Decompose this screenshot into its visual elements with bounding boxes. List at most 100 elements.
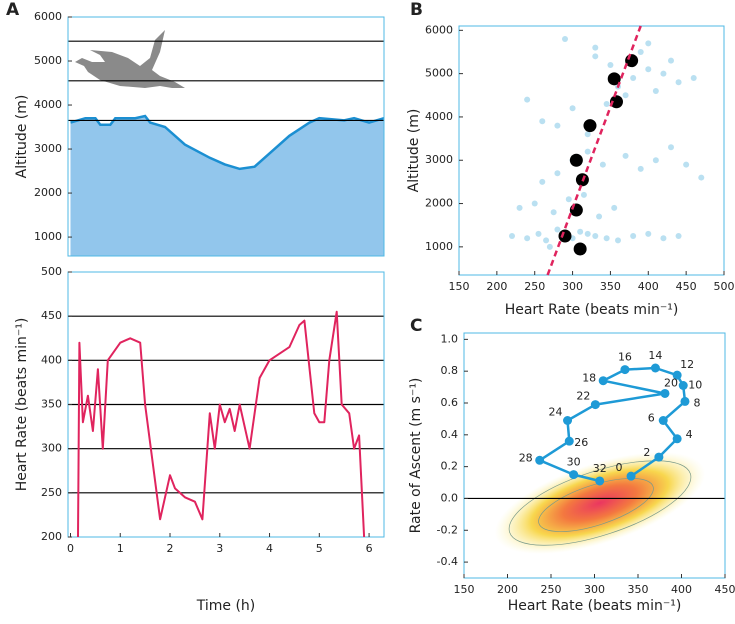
cloud-point [535,230,542,237]
cloud-point [577,228,584,235]
cloud-point [645,230,652,237]
y-tick-label: 0.6 [441,396,459,409]
cloud-point [652,87,659,94]
mean-point [558,229,572,243]
y-tick-label: 1000 [34,230,62,243]
x-tick-label: 5 [316,542,323,555]
y-tick-label: 0.4 [441,428,459,441]
x-axis-label: Time (h) [196,598,256,614]
x-tick-label: 200 [486,280,507,293]
x-tick-label: 300 [562,280,583,293]
cloud-point [622,92,629,99]
point-label: 0 [616,461,623,474]
point-label: 26 [574,436,588,449]
cloud-point [675,233,682,240]
cloud-point [550,209,557,216]
x-tick-label: 400 [671,583,692,596]
y-tick-label: 2000 [425,197,453,210]
point-label: 20 [664,376,678,389]
point-label: 14 [648,349,662,362]
cloud-point [652,157,659,164]
cloud-point [668,57,674,64]
x-tick-label: 3 [216,542,223,555]
cloud-point [516,204,523,211]
y-axis-label: Heart Rate (beats min⁻¹) [14,318,30,492]
point-label: 30 [567,456,581,469]
y-tick-label: 4000 [34,98,62,111]
cloud-point [668,144,674,151]
cloud-point [554,122,561,129]
cloud-point [660,70,667,77]
x-tick-label: 0 [67,542,74,555]
y-axis-label: Rate of Ascent (m s⁻¹) [408,378,424,534]
y-tick-label: 300 [41,442,62,455]
x-tick-label: 150 [449,280,470,293]
data-point [672,434,682,444]
cloud-point [599,161,606,168]
altitude-area [70,116,384,256]
cloud-point [596,213,603,220]
x-tick-label: 350 [628,583,649,596]
cloud-point [539,118,546,125]
point-label: 22 [576,390,590,403]
cloud-point [630,74,637,81]
data-point [680,396,690,406]
density-contour [538,478,654,532]
data-point [678,381,688,390]
data-point [626,471,636,481]
cloud-point [543,237,550,244]
mean-point [569,203,583,217]
data-point [569,470,579,480]
panel-label: C [410,316,422,336]
x-tick-label: 4 [266,542,273,555]
y-axis-label: Altitude (m) [14,95,30,179]
cloud-point [569,105,576,112]
x-tick-label: 400 [638,280,659,293]
cloud-point [645,40,652,47]
data-point [650,363,660,373]
x-tick-label: 250 [524,280,545,293]
y-tick-label: 450 [41,309,62,322]
point-label: 28 [519,451,533,464]
y-tick-label: 4000 [425,110,453,123]
data-point [654,452,664,462]
mean-point [583,119,597,133]
y-tick-label: 1000 [425,240,453,253]
panel-label: A [6,0,20,20]
y-tick-label: 1.0 [441,332,459,345]
altitude-line [70,114,385,171]
cloud-point [683,161,690,168]
cloud-point [698,174,705,181]
data-point [660,388,670,398]
cloud-point [524,96,531,103]
x-tick-label: 1 [117,542,124,555]
y-tick-label: 200 [41,530,62,543]
cloud-point [546,243,553,250]
cloud-point [592,44,599,51]
data-point [620,365,630,375]
cloud-point [554,170,561,177]
plot-frame [458,25,725,276]
plot-frame [67,16,385,257]
x-tick-label: 6 [366,542,373,555]
x-axis-label: Heart Rate (beats min⁻¹) [508,598,682,614]
y-tick-label: 2000 [34,186,62,199]
y-tick-label: 0.8 [441,364,459,377]
point-label: 10 [688,379,702,392]
cloud-point [539,178,546,185]
x-tick-label: 150 [454,583,475,596]
point-label: 6 [648,412,655,425]
cloud-point [603,100,610,107]
cloud-point [565,196,572,203]
x-tick-label: 450 [715,583,735,596]
y-tick-label: 0.2 [441,460,459,473]
data-point [535,455,545,465]
cloud-point [637,165,644,172]
bird-silhouette [75,30,185,88]
y-tick-label: 6000 [425,23,453,36]
x-tick-label: 500 [714,280,735,293]
data-point [564,436,574,446]
cloud-point [675,79,682,86]
data-point [595,476,605,486]
